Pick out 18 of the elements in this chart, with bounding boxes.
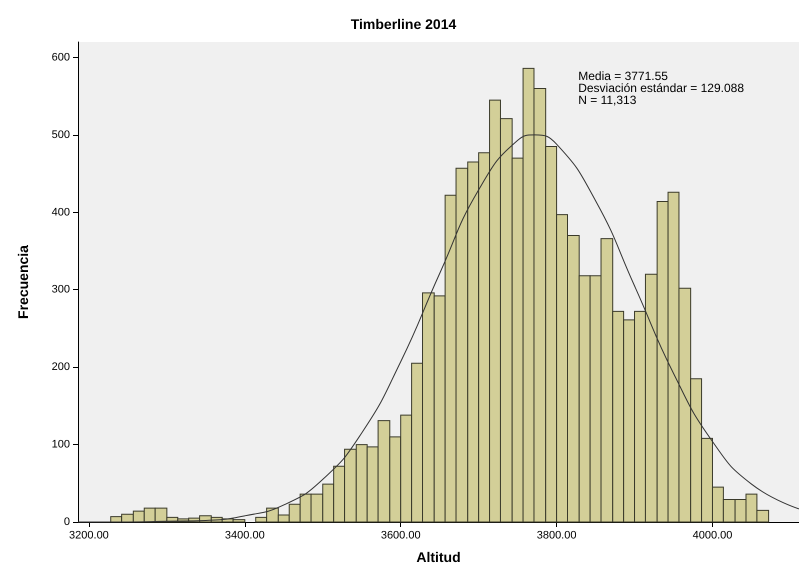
y-tick-label: 200 bbox=[52, 361, 70, 374]
x-tick-label: 3400.00 bbox=[224, 530, 265, 542]
y-tick-label: 300 bbox=[52, 284, 70, 296]
y-tick-label: 100 bbox=[52, 438, 70, 451]
chart-title: Timberline 2014 bbox=[350, 16, 456, 32]
y-tick-label: 600 bbox=[52, 51, 70, 64]
x-axis-title: Altitud bbox=[416, 549, 461, 565]
y-tick-label: 400 bbox=[52, 206, 70, 218]
x-tick-label: 3600.00 bbox=[380, 530, 421, 542]
y-tick-label: 500 bbox=[52, 128, 70, 141]
x-tick-label: 4000.00 bbox=[692, 530, 732, 542]
y-axis-title: Frecuencia bbox=[15, 244, 31, 319]
x-tick-label: 3200.00 bbox=[69, 530, 109, 542]
x-tick-label: 3800.00 bbox=[536, 530, 576, 542]
annotation: Desviación estándar = 129.088 bbox=[578, 81, 744, 95]
annotation: Media = 3771.55 bbox=[578, 69, 668, 83]
y-tick-label: 0 bbox=[64, 516, 70, 528]
annotation: N = 11,313 bbox=[578, 93, 637, 107]
